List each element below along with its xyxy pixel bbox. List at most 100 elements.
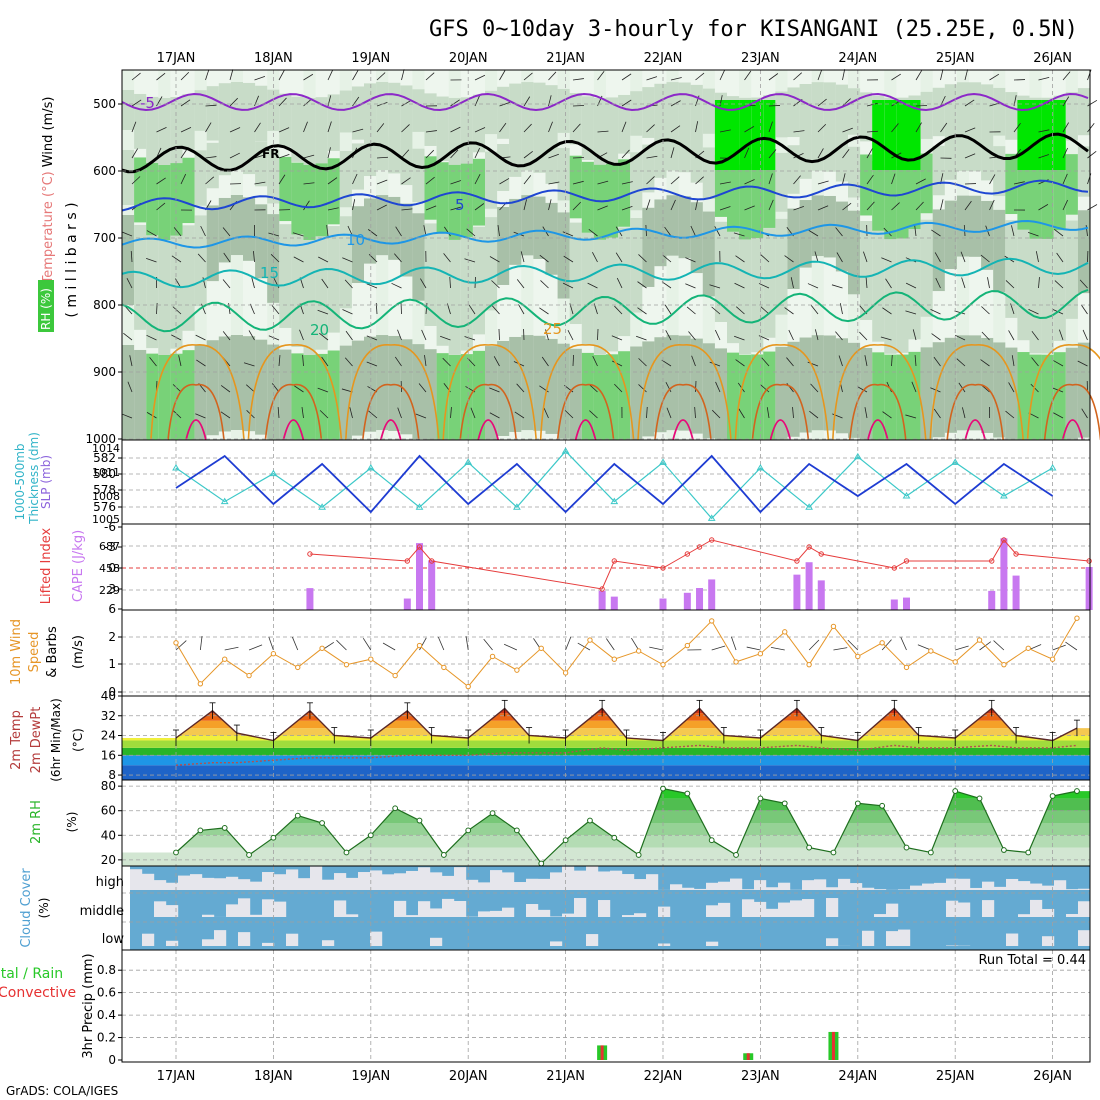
rh-patch — [521, 195, 534, 256]
wind-barb — [548, 95, 552, 107]
wind-barb — [940, 69, 944, 81]
wind-barb — [793, 206, 805, 211]
rh-patch — [860, 154, 873, 216]
wind-barb — [440, 335, 451, 341]
wind-barb — [615, 252, 623, 263]
wind-barb — [711, 306, 721, 315]
rh-patch — [388, 335, 401, 431]
rh-patch — [896, 164, 909, 239]
wind-speed-marker — [222, 656, 228, 662]
cloud-low-block — [946, 945, 959, 946]
rh-line — [175, 787, 1078, 865]
cloud-high-block — [850, 883, 863, 890]
wind-barb — [180, 99, 191, 107]
lifted-index-marker — [806, 544, 812, 550]
rh-marker — [635, 852, 642, 858]
wind-speed-marker — [611, 656, 617, 662]
wind-speed-marker — [1025, 645, 1031, 651]
wind-barb — [807, 361, 819, 367]
axis-tick-label: 2 — [108, 630, 116, 644]
rh-markers — [173, 785, 1080, 867]
cloud-high-block — [166, 882, 179, 890]
wind-barb — [711, 409, 721, 419]
cloud-middle-block — [262, 899, 275, 917]
wind-speed-marker — [806, 661, 812, 668]
rh-patch — [146, 353, 159, 449]
wind-barb — [719, 129, 731, 133]
wind-barb — [905, 310, 917, 315]
wind-barb — [954, 334, 966, 341]
cape-bar — [793, 574, 801, 610]
rh-patch — [472, 226, 486, 335]
wind-speed-marker — [343, 661, 350, 668]
wind-barb — [126, 278, 133, 289]
precip-frame — [121, 949, 1091, 1063]
wind-barb — [621, 121, 627, 133]
wind-barb — [303, 200, 310, 211]
wind-barb — [248, 644, 263, 651]
thickness-marker — [707, 514, 716, 521]
wind-barb — [842, 173, 846, 185]
wind-barb — [597, 205, 608, 211]
rh-patch — [460, 233, 474, 351]
rh-patch — [218, 137, 232, 176]
wind-barb — [695, 72, 705, 81]
cape-bar — [683, 592, 691, 610]
wind-barb — [539, 307, 549, 315]
rh-patch — [969, 335, 982, 431]
rh-patch — [969, 195, 982, 257]
rh-patch — [303, 164, 316, 240]
warm-contour — [574, 419, 597, 441]
wind-barb — [195, 334, 206, 341]
cape-bar — [817, 580, 825, 610]
wind-barb — [437, 636, 445, 651]
rh-patch — [593, 234, 607, 355]
wind-barb — [792, 407, 794, 419]
warm-contour — [345, 344, 440, 441]
top-date-label: 23JAN — [741, 51, 780, 66]
warm-contour — [637, 344, 732, 441]
cloud-high-block — [382, 874, 395, 890]
cloud-high-block — [178, 875, 191, 890]
wind-barb — [993, 640, 1005, 651]
rh-patch — [775, 152, 788, 212]
wind-barb — [790, 277, 794, 289]
wind-barb — [768, 199, 774, 211]
temp-band — [122, 755, 1090, 766]
wind-panel: 2 1 0 10m Wind Speed & Barbs (m/s) — [9, 609, 1091, 699]
rh-patch — [303, 234, 316, 355]
wind-barb — [810, 305, 819, 315]
warm-contour — [442, 344, 537, 441]
cloud-middle-block — [538, 909, 551, 917]
cloud-high-block — [466, 879, 479, 890]
wind-barb — [711, 645, 726, 651]
lifted-index-marker — [818, 551, 824, 557]
wind-barb — [866, 130, 879, 133]
wind-barb — [592, 355, 598, 367]
wind-barb — [661, 359, 672, 367]
rh-legend-label: RH (%) — [39, 288, 53, 330]
thickness-marker — [853, 452, 862, 460]
rh-patch — [291, 353, 304, 449]
rh-marker — [270, 834, 277, 841]
cloud-middle-block — [562, 913, 575, 917]
wind-barb — [1087, 99, 1098, 107]
wind-barb — [989, 73, 1000, 81]
cloud-high-block — [706, 882, 719, 890]
wind-axis: 2 1 0 — [108, 630, 122, 699]
wind-barb — [499, 70, 506, 81]
cloud-low-block — [862, 930, 875, 946]
wind-barb — [205, 104, 217, 107]
rh-patch — [993, 342, 1006, 438]
cloud-high-block — [490, 870, 503, 890]
rh-patch — [581, 230, 595, 345]
rh-patch — [267, 214, 280, 303]
wind-barb — [1081, 408, 1088, 419]
wind-barb — [352, 128, 364, 133]
cloud-high-block — [946, 878, 959, 890]
lifted-index-marker — [599, 586, 605, 592]
rh-band — [122, 847, 1090, 866]
wind-barb — [1038, 77, 1050, 81]
wind-barb — [146, 412, 157, 419]
rh-patch — [122, 215, 135, 305]
